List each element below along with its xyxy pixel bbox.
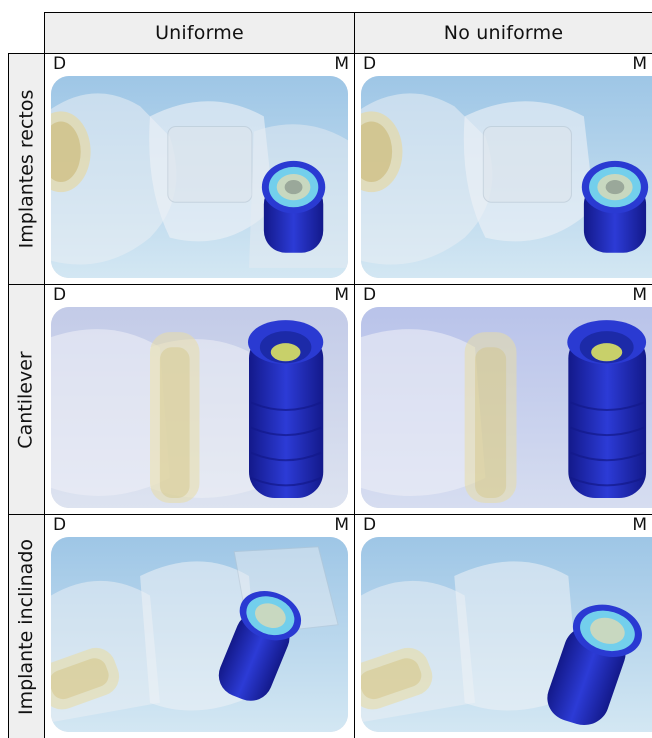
grid-line (8, 514, 652, 515)
cell-inclinado-no-uniforme: D M (355, 515, 652, 738)
column-header-label: Uniforme (155, 21, 244, 44)
grid-line (44, 12, 45, 738)
distal-label: D (363, 54, 377, 74)
row-header-cantilever: Cantilever (8, 285, 44, 514)
row-header-label: Implantes rectos (15, 89, 37, 249)
cell-rectos-uniforme: D M (45, 54, 354, 284)
grid-line (8, 284, 652, 285)
grid-line (8, 53, 652, 54)
distal-label: D (53, 54, 67, 74)
distal-label: D (363, 515, 377, 535)
cell-inclinado-uniforme: D M (45, 515, 354, 738)
grid-line (45, 12, 652, 13)
mesial-label: M (334, 54, 349, 74)
mesial-label: M (632, 285, 647, 305)
grid-line (8, 53, 9, 738)
render-image (361, 307, 652, 508)
cell-cantilever-uniforme: D M (45, 285, 354, 514)
distal-label: D (363, 285, 377, 305)
mesial-label: M (334, 285, 349, 305)
column-header-uniforme: Uniforme (45, 12, 354, 53)
row-header-label: Cantilever (15, 350, 37, 449)
mesial-label: M (334, 515, 349, 535)
row-header-implantes-rectos: Implantes rectos (8, 54, 44, 284)
render-image (51, 307, 348, 508)
distal-label: D (53, 515, 67, 535)
row-header-implante-inclinado: Implante inclinado (8, 515, 44, 738)
distal-label: D (53, 285, 67, 305)
column-header-label: No uniforme (443, 21, 564, 44)
column-header-no-uniforme: No uniforme (355, 12, 652, 53)
render-image (51, 537, 348, 732)
render-image (51, 76, 348, 278)
render-image (361, 76, 652, 278)
render-image (361, 537, 652, 732)
cell-cantilever-no-uniforme: D M (355, 285, 652, 514)
mesial-label: M (632, 54, 647, 74)
row-header-label: Implante inclinado (15, 538, 38, 715)
mesial-label: M (632, 515, 647, 535)
cell-rectos-no-uniforme: D M (355, 54, 652, 284)
grid-line (354, 12, 355, 738)
